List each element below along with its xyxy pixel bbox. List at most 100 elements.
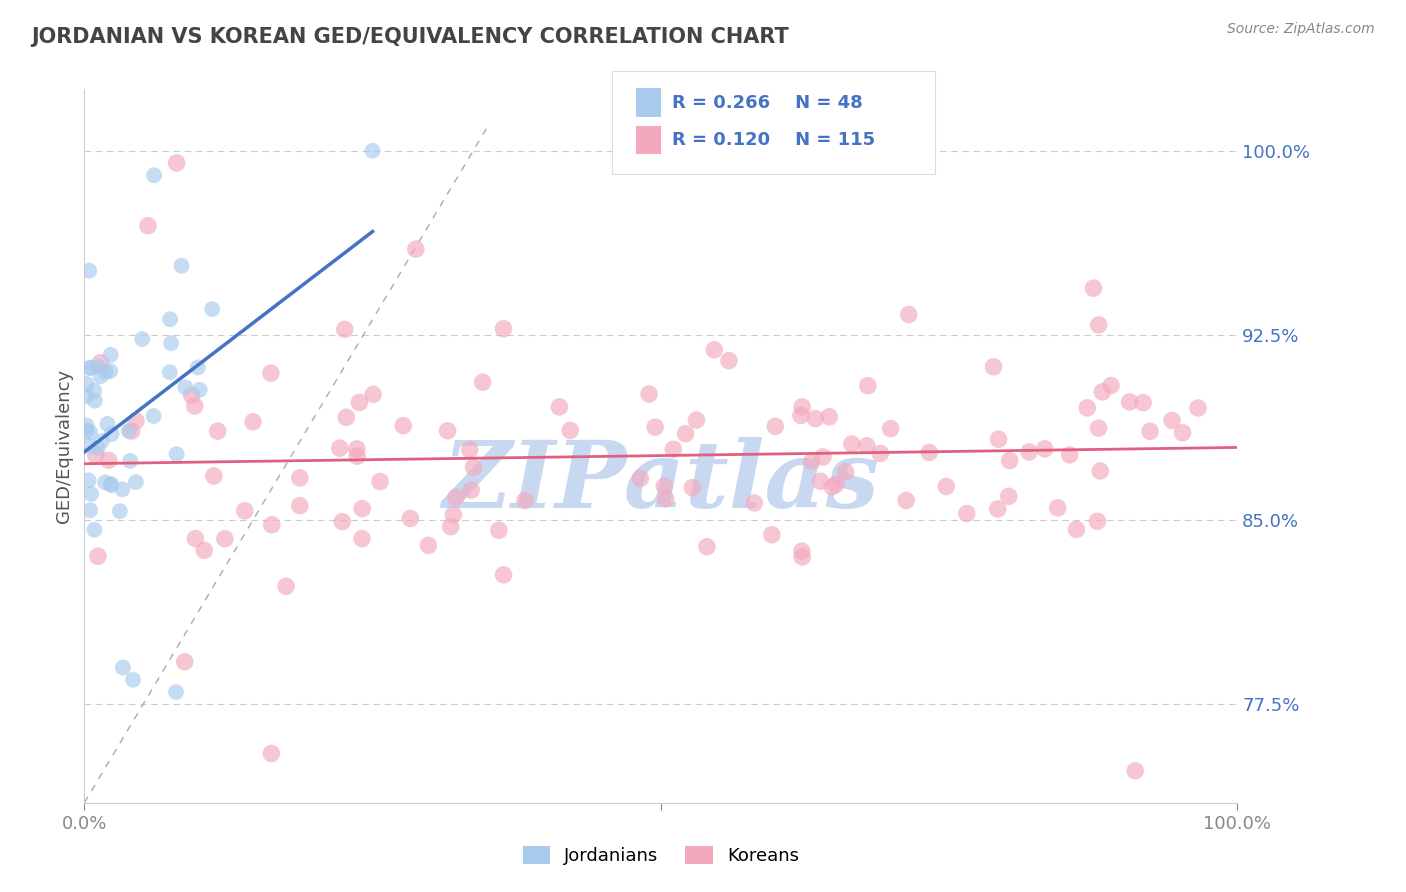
Point	[80, 487, 103, 501]
Point	[368, 475, 391, 489]
Point	[122, 673, 145, 687]
Point	[792, 400, 814, 414]
Point	[214, 532, 236, 546]
Point	[361, 387, 384, 401]
Text: R = 0.120    N = 115: R = 0.120 N = 115	[672, 131, 875, 149]
Point	[1066, 523, 1088, 537]
Point	[790, 409, 813, 423]
Point	[83, 384, 105, 398]
Point	[800, 454, 823, 468]
Point	[811, 450, 834, 464]
Point	[111, 660, 134, 674]
Point	[436, 424, 458, 438]
Point	[458, 442, 481, 457]
Point	[1139, 425, 1161, 439]
Point	[1091, 384, 1114, 399]
Point	[560, 423, 582, 437]
Point	[655, 491, 678, 506]
Point	[288, 471, 311, 485]
Point	[662, 442, 685, 457]
Point	[1087, 421, 1109, 435]
Point	[159, 365, 181, 379]
Point	[170, 259, 193, 273]
Y-axis label: GED/Equivalency: GED/Equivalency	[55, 369, 73, 523]
Point	[89, 356, 111, 370]
Point	[983, 359, 1005, 374]
Point	[165, 685, 187, 699]
Point	[96, 417, 118, 431]
Point	[184, 532, 207, 546]
Point	[90, 434, 112, 448]
Point	[120, 454, 142, 468]
Point	[628, 471, 651, 485]
Point	[997, 489, 1019, 503]
Point	[513, 493, 536, 508]
Point	[79, 439, 101, 453]
Point	[276, 579, 298, 593]
Point	[879, 421, 901, 435]
Point	[79, 503, 101, 517]
Point	[94, 475, 117, 490]
Text: ZIPatlas: ZIPatlas	[443, 437, 879, 526]
Point	[352, 501, 374, 516]
Point	[1046, 500, 1069, 515]
Point	[173, 655, 195, 669]
Point	[998, 453, 1021, 467]
Point	[1123, 764, 1146, 778]
Point	[76, 377, 98, 392]
Point	[166, 447, 188, 461]
Point	[111, 483, 134, 497]
Point	[492, 567, 515, 582]
Point	[77, 263, 100, 277]
Point	[463, 460, 485, 475]
Point	[1083, 281, 1105, 295]
Point	[125, 475, 148, 489]
Point	[1076, 401, 1098, 415]
Point	[681, 481, 703, 495]
Point	[443, 508, 465, 522]
Point	[98, 364, 121, 378]
Point	[956, 507, 979, 521]
Point	[77, 474, 100, 488]
Point	[405, 242, 427, 256]
Legend: Jordanians, Koreans: Jordanians, Koreans	[516, 838, 806, 872]
Point	[987, 502, 1010, 516]
Point	[121, 424, 143, 438]
Point	[763, 419, 786, 434]
Point	[1088, 464, 1111, 478]
Point	[638, 387, 661, 401]
Point	[100, 348, 122, 362]
Point	[166, 156, 188, 170]
Point	[207, 424, 229, 438]
Point	[180, 388, 202, 402]
Point	[834, 465, 856, 479]
Point	[160, 336, 183, 351]
Point	[79, 425, 101, 440]
Point	[652, 479, 675, 493]
Text: Source: ZipAtlas.com: Source: ZipAtlas.com	[1227, 22, 1375, 37]
Point	[201, 302, 224, 317]
Point	[675, 426, 697, 441]
Point	[346, 442, 368, 456]
Point	[1018, 445, 1040, 459]
Point	[333, 322, 356, 336]
Point	[987, 432, 1010, 446]
Point	[918, 445, 941, 459]
Point	[87, 441, 110, 455]
Point	[897, 308, 920, 322]
Point	[869, 446, 891, 460]
Point	[184, 399, 207, 413]
Point	[84, 448, 107, 462]
Point	[260, 366, 283, 380]
Point	[346, 449, 368, 463]
Point	[825, 477, 848, 491]
Point	[696, 540, 718, 554]
Point	[142, 409, 165, 423]
Point	[818, 409, 841, 424]
Point	[792, 549, 814, 564]
Point	[80, 360, 103, 375]
Point	[1171, 425, 1194, 440]
Point	[685, 413, 707, 427]
Point	[329, 441, 352, 455]
Point	[1087, 318, 1109, 332]
